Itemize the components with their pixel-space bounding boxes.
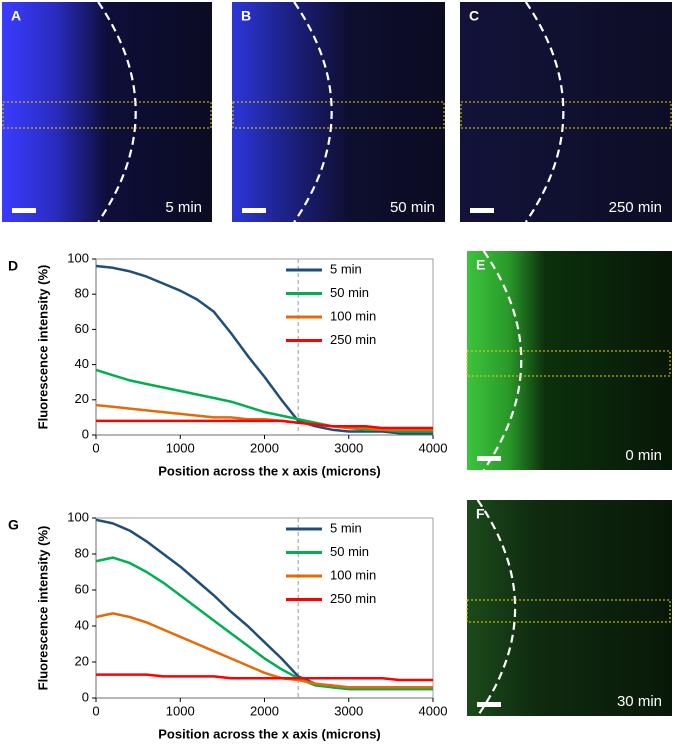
- micrograph: [467, 251, 672, 470]
- legend-label: 50 min: [330, 544, 369, 559]
- micrograph: [232, 2, 445, 222]
- y-tick-label: 100: [67, 509, 89, 524]
- scale-bar: [477, 456, 501, 461]
- x-tick-label: 2000: [250, 703, 279, 718]
- micrograph: [467, 500, 672, 716]
- series-line: [96, 673, 433, 682]
- y-axis-label: Fluorescence intensity (%): [35, 265, 50, 430]
- panel-label: F: [476, 506, 485, 522]
- roi-box: [460, 101, 672, 129]
- panel-label: C: [469, 8, 479, 24]
- panel-label: G: [8, 517, 19, 533]
- scale-bar: [12, 208, 36, 213]
- roi-box: [466, 599, 671, 623]
- y-tick-label: 0: [82, 689, 89, 704]
- y-tick-label: 40: [75, 356, 89, 371]
- y-axis-label: Fluorescence intensity (%): [35, 526, 50, 691]
- x-tick-label: 1000: [166, 703, 195, 718]
- scale-bar: [477, 702, 501, 707]
- roi-box: [2, 101, 212, 129]
- panel-label: D: [8, 258, 18, 274]
- time-label: 250 min: [609, 199, 662, 216]
- scale-bar: [470, 208, 494, 213]
- legend-label: 100 min: [330, 567, 376, 582]
- x-tick-label: 4000: [419, 703, 448, 718]
- time-label: 0 min: [625, 447, 662, 464]
- panel-label: E: [476, 257, 485, 273]
- micrograph: [460, 2, 672, 222]
- x-tick-label: 3000: [334, 703, 363, 718]
- y-tick-label: 40: [75, 617, 89, 632]
- legend-label: 5 min: [330, 261, 362, 276]
- legend-label: 250 min: [330, 332, 376, 347]
- time-label: 50 min: [390, 199, 435, 216]
- series-line: [95, 518, 433, 691]
- micrograph: [2, 2, 212, 222]
- roi-box: [232, 101, 445, 129]
- series-line: [95, 612, 433, 689]
- x-tick-label: 3000: [334, 440, 363, 455]
- panel-label: A: [11, 8, 21, 24]
- time-label: 30 min: [617, 693, 662, 710]
- series-line: [95, 403, 433, 431]
- boundary-arc: [524, 1, 565, 223]
- boundary-arc: [97, 1, 137, 223]
- series-line: [95, 264, 433, 435]
- x-tick-label: 4000: [419, 440, 448, 455]
- x-tick-label: 0: [92, 703, 99, 718]
- x-tick-label: 2000: [250, 440, 279, 455]
- boundary-arc: [476, 499, 517, 717]
- x-tick-label: 1000: [166, 440, 195, 455]
- legend-label: 250 min: [330, 591, 376, 606]
- boundary-arc: [293, 1, 333, 223]
- y-tick-label: 0: [82, 426, 89, 441]
- x-tick-label: 0: [92, 440, 99, 455]
- panel-label: B: [241, 8, 251, 24]
- scale-bar: [242, 208, 266, 213]
- series-line: [95, 368, 433, 433]
- legend-label: 50 min: [330, 285, 369, 300]
- legend-label: 100 min: [330, 308, 376, 323]
- y-tick-label: 80: [75, 545, 89, 560]
- x-axis-label: Position across the x axis (microns): [158, 463, 381, 478]
- y-tick-label: 60: [75, 581, 89, 596]
- boundary-arc: [482, 250, 523, 471]
- plot-frame: [95, 258, 434, 436]
- x-axis-label: Position across the x axis (microns): [158, 726, 381, 741]
- legend-label: 5 min: [330, 520, 362, 535]
- time-label: 5 min: [165, 199, 202, 216]
- y-tick-label: 80: [75, 286, 89, 301]
- series-line: [96, 419, 433, 430]
- y-tick-label: 20: [75, 653, 89, 668]
- y-tick-label: 100: [67, 250, 89, 265]
- series-line: [95, 556, 433, 691]
- y-tick-label: 60: [75, 321, 89, 336]
- roi-box: [466, 350, 671, 377]
- plot-frame: [95, 517, 434, 699]
- y-tick-label: 20: [75, 391, 89, 406]
